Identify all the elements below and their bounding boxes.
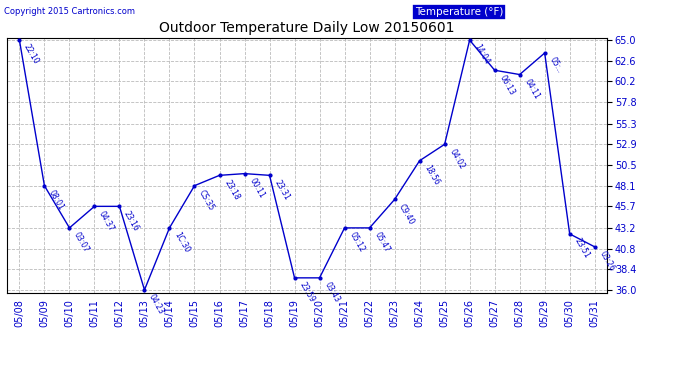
Text: 08:01: 08:01: [47, 189, 66, 212]
Title: Outdoor Temperature Daily Low 20150601: Outdoor Temperature Daily Low 20150601: [159, 21, 455, 35]
Text: 05:12: 05:12: [347, 231, 366, 254]
Text: 23:51: 23:51: [573, 237, 591, 260]
Text: 03:43: 03:43: [322, 280, 341, 304]
Text: 22:10: 22:10: [22, 43, 41, 66]
Text: C9:40: C9:40: [397, 202, 416, 226]
Text: 23:16: 23:16: [122, 209, 141, 232]
Text: 04:02: 04:02: [447, 147, 466, 171]
Text: 06:13: 06:13: [497, 73, 516, 96]
Text: 23:31: 23:31: [273, 178, 291, 201]
Text: 00:11: 00:11: [247, 176, 266, 200]
Text: 23:18: 23:18: [222, 178, 241, 201]
Text: 04:11: 04:11: [522, 77, 541, 101]
Text: 18:56: 18:56: [422, 164, 441, 187]
Text: 03:26: 03:26: [598, 250, 616, 273]
Text: 04:23: 04:23: [147, 293, 166, 316]
Text: 05:..: 05:..: [547, 56, 564, 75]
Text: 05:47: 05:47: [373, 231, 391, 254]
Text: 14:04: 14:04: [473, 43, 491, 66]
Text: Temperature (°F): Temperature (°F): [415, 7, 504, 17]
Text: CS:35: CS:35: [197, 189, 216, 212]
Text: 23:59: 23:59: [297, 280, 316, 304]
Text: Copyright 2015 Cartronics.com: Copyright 2015 Cartronics.com: [4, 7, 135, 16]
Text: 03:07: 03:07: [72, 231, 91, 254]
Text: 1C:30: 1C:30: [172, 231, 191, 254]
Text: 04:37: 04:37: [97, 209, 116, 232]
